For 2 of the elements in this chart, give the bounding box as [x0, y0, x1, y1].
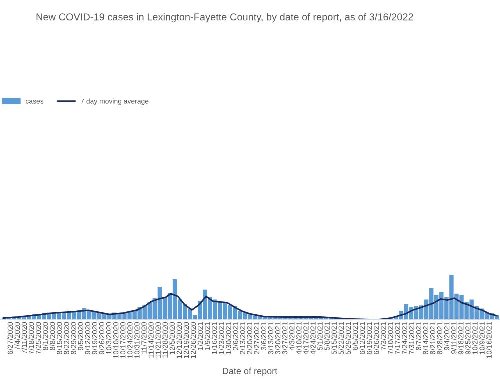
chart-title: New COVID-19 cases in Lexington-Fayette County, by date of report, as of 3/16/2022 [36, 13, 414, 23]
x-axis-title: Date of report [223, 368, 278, 376]
